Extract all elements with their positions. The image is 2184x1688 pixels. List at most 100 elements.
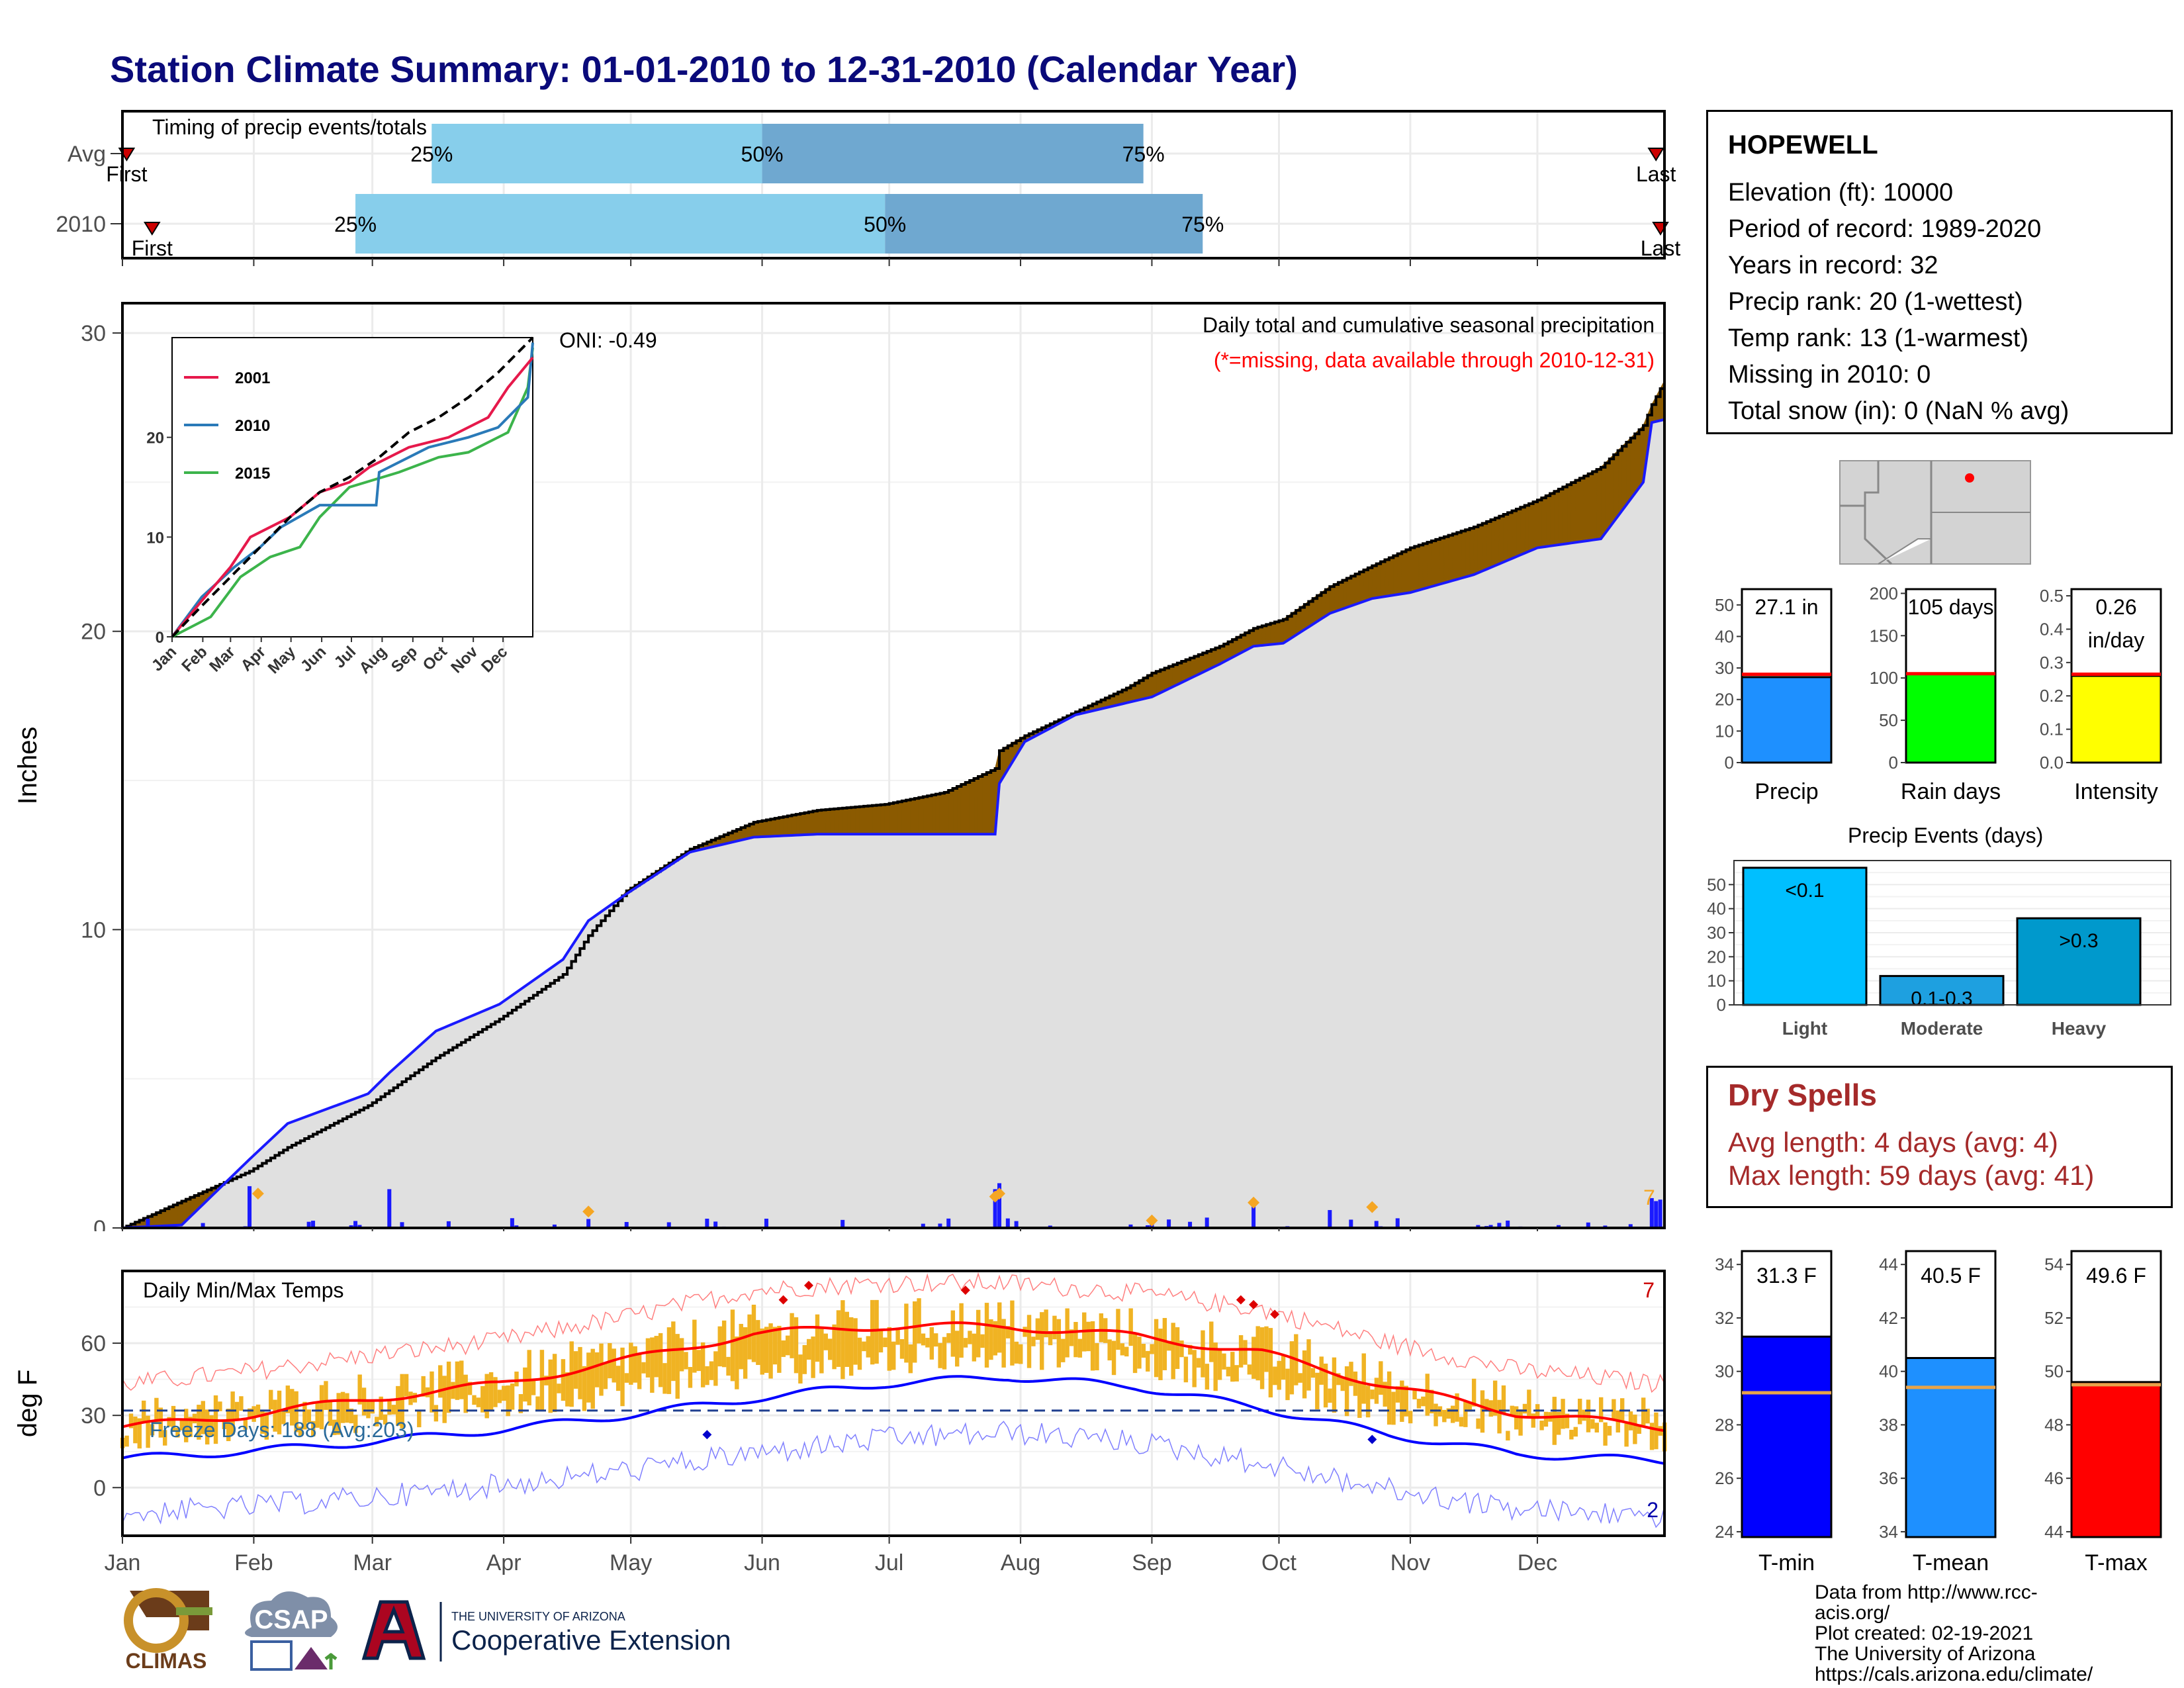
temps-record-low-marker [1367,1434,1377,1444]
month-tick-label: Jun [744,1550,780,1575]
precip-daily-bar [938,1223,942,1228]
temps-daily-bar [615,1366,621,1391]
temps-daily-bar [1259,1327,1265,1389]
temps-daily-bar [1463,1401,1468,1427]
events-bar-label: <0.1 [1785,880,1824,902]
temps-daily-bar [1645,1409,1650,1424]
precip-event-marker [251,1188,264,1200]
temps-daily-bar [823,1333,828,1350]
mini-bar-tick-label: 30 [1715,658,1734,678]
temps-daily-bar [506,1385,510,1417]
temps-daily-bar [1442,1409,1447,1423]
precip-daily-bar [387,1189,392,1228]
inset-line-2001 [171,356,534,638]
station-line: Missing in 2010: 0 [1728,361,1931,389]
inset-line-2010 [171,342,534,638]
temp-bar-value [2070,1381,2162,1538]
temps-daily-bar [764,1327,769,1373]
precip-daily-bar [705,1219,709,1228]
temps-daily-bar [1561,1399,1565,1429]
month-tick-label: Dec [1518,1550,1557,1575]
temps-daily-bar [1612,1399,1616,1421]
temps-daily-bar [1019,1344,1023,1364]
precip-daily-bar [713,1221,718,1228]
temps-daily-bar [739,1323,743,1370]
precip-daily-bar [146,1219,150,1228]
temps-daily-bar [993,1321,998,1356]
temps-daily-bar [819,1328,824,1374]
temps-daily-bar [158,1407,163,1438]
temp-bar-label: T-mean [1913,1550,1989,1575]
ua-big-text: Cooperative Extension [451,1624,731,1656]
temps-daily-bar [827,1338,833,1360]
inset-legend-label: 2015 [235,465,270,483]
month-tick-label: Aug [1001,1550,1041,1575]
temps-daily-bar [921,1333,926,1346]
temps-daily-bar [586,1352,591,1403]
temps-daily-bar [1654,1412,1659,1450]
temps-daily-bar [1649,1423,1655,1450]
station-line: Temp rank: 13 (1-warmest) [1728,324,2029,352]
temps-daily-bar [743,1327,748,1379]
temps-daily-bar [336,1393,341,1435]
precip-y-axis-label: Inches [13,727,42,805]
temps-daily-bar [696,1350,701,1372]
precip-daily-bar [1506,1220,1510,1228]
events-category-label: Moderate [1901,1018,1983,1039]
csap-logo: CSAP [245,1591,338,1671]
temps-daily-bar [1476,1418,1480,1429]
temps-daily-bar [137,1418,142,1449]
temps-daily-bar [1323,1363,1328,1408]
temps-daily-bar [895,1329,900,1345]
temps-daily-bar [1201,1330,1205,1378]
precip-daily-bar [764,1219,768,1228]
temps-daily-bar [1026,1315,1032,1368]
temps-daily-bar [1183,1356,1189,1383]
temps-daily-bar [1158,1329,1163,1380]
temps-daily-bar [230,1391,235,1435]
climas-logo-text: CLIMAS [126,1649,207,1673]
temps-daily-bar [1209,1321,1214,1362]
temp-bar-tick-label: 28 [1715,1415,1734,1434]
temps-daily-bar [1315,1372,1320,1410]
temps-daily-bar [472,1395,477,1405]
temps-daily-bar [269,1389,273,1410]
temps-daily-bar [802,1344,807,1374]
events-y-tick-label: 30 [1707,923,1726,943]
temps-daily-bar [548,1359,553,1413]
month-tick-label: Feb [234,1550,273,1575]
inset-x-tick-label: Jan [148,643,180,675]
precip-daily-bar [1476,1225,1480,1228]
temps-daily-bar [264,1412,269,1440]
temps-daily-bar [675,1334,680,1399]
precip-daily-bar [1005,1218,1010,1228]
temps-frame [121,1270,1666,1537]
temps-average-min-line [122,1375,1665,1465]
temp-bars: 24 26 28 30 32 34 31.3 F T-min 34 36 38 40 42 44 40.5 … [1715,1250,2162,1575]
temps-y-tick-label: 30 [81,1403,106,1429]
temps-daily-bar [1124,1346,1129,1357]
temps-daily-bar [387,1399,392,1415]
station-line: Total snow (in): 0 (NaN % avg) [1728,397,2070,425]
month-tick-label: May [610,1550,652,1575]
temp-bar-tick-label: 48 [2044,1415,2064,1434]
mini-bar-label: Precip [1754,779,1818,804]
mini-bar-tick-label: 0.2 [2040,686,2064,706]
temps-daily-bar [959,1303,964,1358]
mini-bar-tick-label: 10 [1715,721,1734,741]
temps-daily-bar [1116,1309,1120,1350]
mini-bar-value [1905,673,1997,764]
temps-daily-bar [904,1303,909,1363]
temps-average-max-line [122,1321,1665,1432]
inset-y-tick-label: 0 [156,629,164,647]
ua-logo: THE UNIVERSITY OF ARIZONA Cooperative Ex… [361,1600,731,1662]
temps-daily-bar [794,1317,799,1374]
timing-bar-50-75 [762,124,1144,183]
oni-label: ONI: -0.49 [559,328,657,352]
temps-daily-bar [1328,1388,1332,1403]
temp-bar-tick-label: 52 [2044,1308,2064,1328]
temps-daily-bar [1573,1427,1578,1437]
temps-daily-bar [175,1427,180,1438]
temps-daily-bar [1598,1397,1604,1423]
